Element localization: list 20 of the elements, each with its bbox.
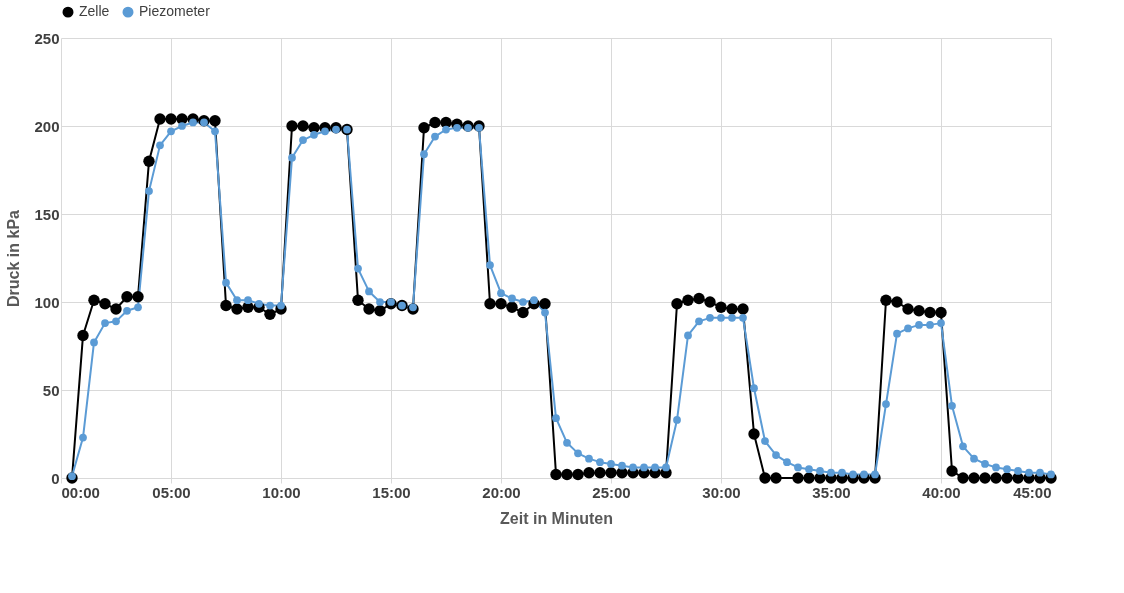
y-tick-label: 50 [42, 381, 60, 399]
y-tick-label: 150 [34, 205, 60, 223]
x-tick-label: 20:00 [482, 483, 521, 501]
y-tick-label: 100 [34, 293, 60, 311]
y-tick-label: 0 [51, 469, 60, 487]
y-axis-title: Druck in kPa [5, 209, 23, 307]
x-tick-label: 30:00 [702, 483, 741, 501]
x-tick-label: 45:00 [1013, 483, 1052, 501]
x-tick-label: 25:00 [592, 483, 631, 501]
legend-label: Zelle [79, 3, 110, 20]
legend-label: Piezometer [139, 3, 211, 20]
y-tick-label: 250 [34, 29, 60, 47]
x-tick-label: 35:00 [812, 483, 851, 501]
x-tick-label: 00:00 [61, 483, 100, 501]
x-tick-label: 15:00 [372, 483, 411, 501]
x-tick-label: 40:00 [922, 483, 961, 501]
x-tick-label: 10:00 [262, 483, 301, 501]
x-tick-label: 05:00 [152, 483, 191, 501]
x-axis-title: Zeit in Minuten [500, 509, 613, 527]
y-tick-label: 200 [34, 117, 60, 135]
